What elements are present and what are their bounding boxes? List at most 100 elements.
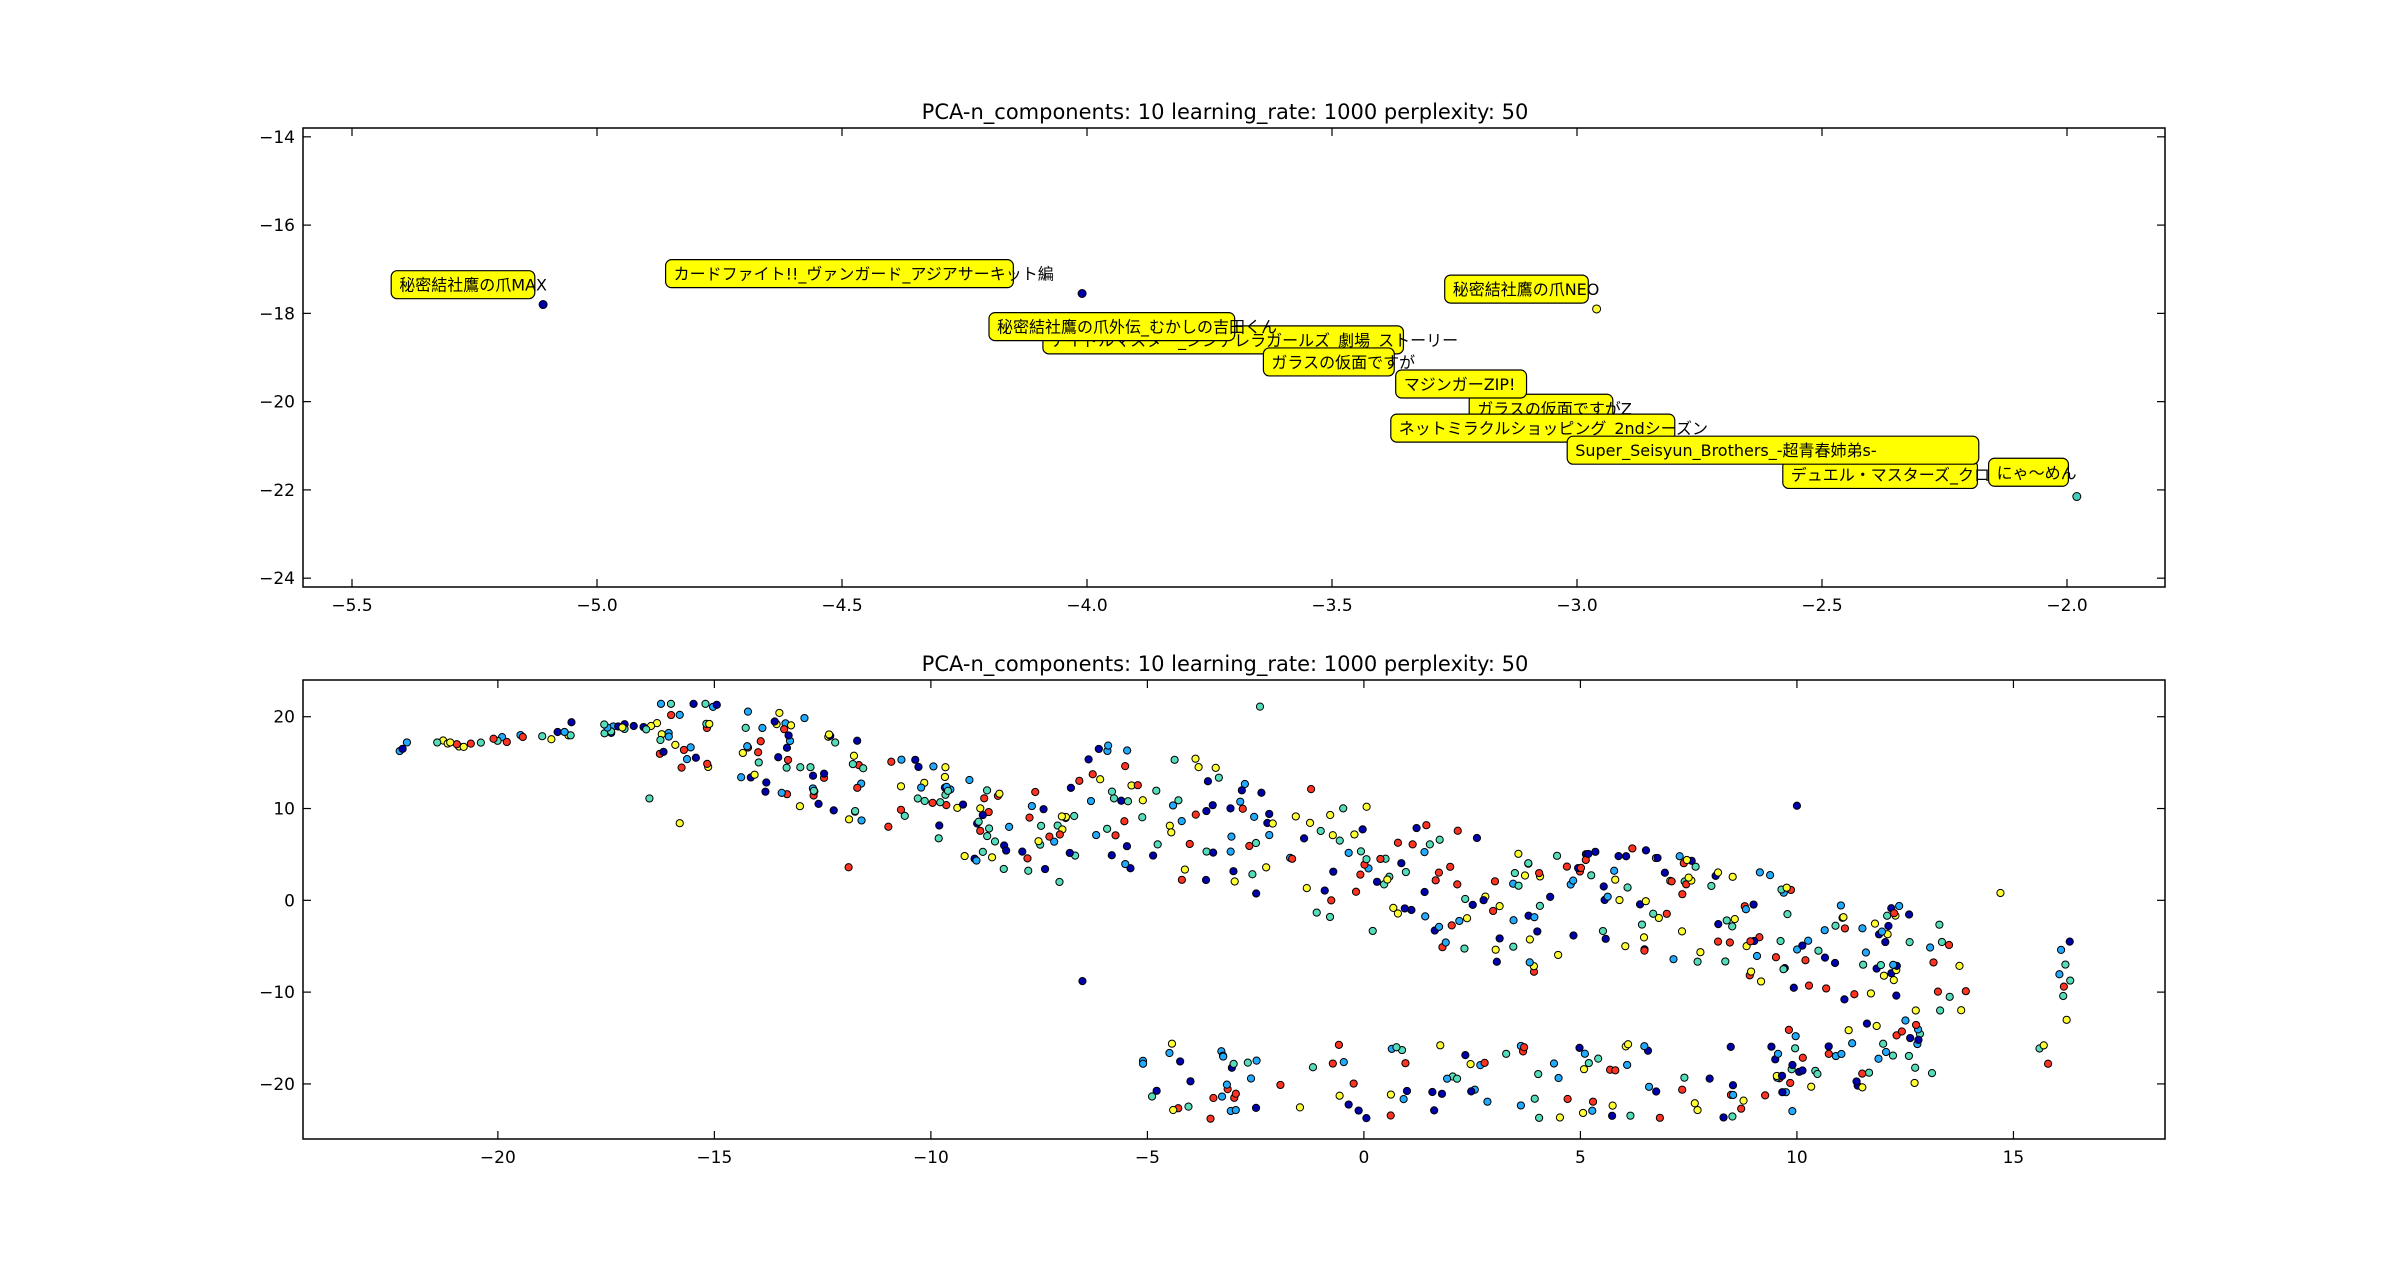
data-point <box>958 800 968 809</box>
data-point <box>1509 916 1518 925</box>
data-point <box>1820 926 1829 935</box>
annotation-box <box>1395 369 1528 399</box>
data-point <box>642 725 651 734</box>
data-point <box>1580 1049 1589 1058</box>
data-point <box>1265 809 1274 819</box>
data-point <box>1472 833 1482 843</box>
data-point <box>1392 1043 1401 1052</box>
data-point <box>1349 1079 1358 1088</box>
x-tick-label: 5 <box>1575 1148 1586 1168</box>
data-point <box>703 759 712 768</box>
data-point <box>1858 1069 1867 1078</box>
data-point <box>1546 892 1555 901</box>
data-point <box>1696 948 1705 957</box>
data-point <box>770 717 779 726</box>
data-point <box>1737 1104 1746 1113</box>
data-point <box>1354 1106 1363 1115</box>
data-point <box>1045 832 1054 841</box>
data-point <box>1231 1105 1240 1115</box>
y-tick-label: −14 <box>259 128 295 148</box>
data-point <box>1603 892 1612 901</box>
annotation-label: カードファイト!!_ヴァンガード_アジアサーキット編 <box>664 259 1054 289</box>
data-point <box>1554 950 1563 960</box>
data-point <box>1252 889 1261 898</box>
data-point <box>1691 862 1700 871</box>
data-point <box>1495 934 1504 943</box>
data-point <box>1929 958 1938 967</box>
data-point <box>682 755 692 764</box>
data-point <box>1025 813 1034 822</box>
data-point <box>1399 1095 1408 1104</box>
data-point <box>1575 1043 1584 1052</box>
data-point <box>741 723 750 733</box>
data-point <box>853 736 862 745</box>
data-point <box>848 759 857 769</box>
y-tick-label: 10 <box>273 800 295 820</box>
data-point <box>560 727 569 737</box>
data-point <box>1368 926 1377 936</box>
data-point <box>1804 981 1814 990</box>
data-point <box>1594 1054 1603 1063</box>
data-point <box>1502 1049 1511 1058</box>
data-point <box>896 805 906 814</box>
data-point <box>686 743 695 752</box>
data-point <box>1655 1113 1664 1122</box>
data-point <box>1510 868 1519 878</box>
data-point <box>1725 938 1734 947</box>
data-point <box>1288 854 1297 863</box>
data-point <box>761 787 770 796</box>
data-point <box>1936 1006 1945 1015</box>
data-point <box>1468 900 1477 909</box>
data-point <box>1407 905 1416 915</box>
data-point <box>1870 919 1880 928</box>
data-point <box>1621 942 1630 951</box>
data-point <box>1569 876 1578 885</box>
y-tick-label: −22 <box>259 481 295 501</box>
data-point <box>1791 1044 1800 1053</box>
data-point <box>1219 1052 1228 1061</box>
data-point <box>1872 1021 1881 1031</box>
data-point <box>1425 840 1434 849</box>
data-point <box>1840 924 1850 933</box>
data-point <box>1268 819 1277 828</box>
data-point <box>1109 794 1119 803</box>
data-point <box>1535 868 1544 878</box>
data-point <box>1245 841 1254 851</box>
data-point <box>1693 957 1702 966</box>
data-point <box>1801 956 1810 965</box>
annotation-label: ネットミラクルショッピング_2ndシーズン <box>1390 413 1708 443</box>
data-point <box>1339 804 1348 813</box>
data-point <box>1730 914 1739 924</box>
annotation-label: Super_Seisyun_Brothers_-超青春姉弟s- <box>1566 435 1980 465</box>
data-point <box>1086 796 1096 806</box>
x-tick-label: −3.5 <box>1311 596 1352 616</box>
data-point <box>1401 1059 1410 1068</box>
data-point <box>914 762 923 772</box>
data-point <box>1479 896 1488 905</box>
data-point <box>518 732 527 742</box>
data-point <box>754 748 763 757</box>
data-point <box>1889 960 1898 969</box>
data-point <box>566 731 575 740</box>
data-point <box>659 747 668 756</box>
data-point <box>1807 1082 1816 1091</box>
data-point <box>1237 786 1246 795</box>
data-point <box>980 794 989 803</box>
data-point <box>1649 909 1658 918</box>
data-point <box>857 816 866 825</box>
data-point <box>743 742 752 751</box>
data-point <box>1839 913 1848 922</box>
data-point <box>1662 909 1671 918</box>
data-point <box>1822 984 1831 993</box>
data-point <box>1094 744 1103 754</box>
data-point <box>1075 776 1084 785</box>
data-point <box>1138 796 1147 805</box>
data-point <box>553 727 562 737</box>
annotation-label: 秘密結社鷹の爪外伝_むかしの吉田くん <box>988 312 1277 342</box>
data-point <box>1611 875 1620 884</box>
data-point <box>1031 787 1040 797</box>
data-point <box>1176 1057 1185 1066</box>
data-point <box>884 822 893 831</box>
data-point <box>935 821 944 830</box>
data-point <box>1905 910 1914 919</box>
